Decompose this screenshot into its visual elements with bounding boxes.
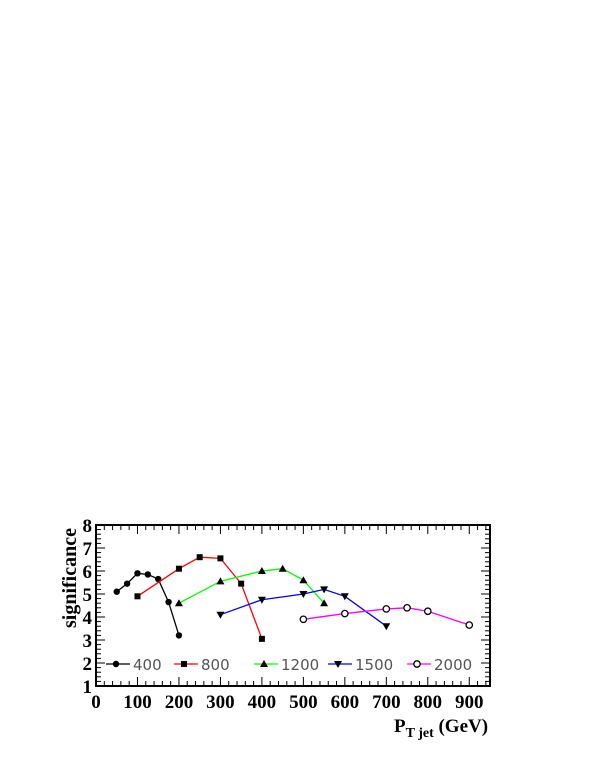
- y-tick-label: 7: [83, 539, 93, 560]
- x-tick-label: 300: [206, 692, 235, 713]
- x-axis-label-unit: (GeV): [434, 716, 488, 737]
- x-tick-label: 400: [248, 692, 277, 713]
- data-point-400: [113, 588, 120, 595]
- x-axis-label: PT jet (GeV): [394, 716, 488, 741]
- data-point-2000: [340, 609, 349, 618]
- series-line-800: [137, 556, 263, 640]
- y-tick-label: 4: [83, 608, 93, 629]
- series-line-1200: [178, 568, 325, 604]
- y-tick-label: 3: [83, 631, 93, 652]
- data-point-1200: [216, 577, 225, 585]
- data-point-1500: [257, 596, 266, 604]
- legend-item-800: 800: [174, 656, 230, 674]
- y-tick-label: 2: [83, 654, 93, 675]
- data-point-1500: [340, 593, 349, 601]
- series-400: [113, 570, 183, 639]
- series-2000: [299, 603, 474, 629]
- data-point-1500: [320, 586, 329, 594]
- data-point-1200: [320, 599, 329, 607]
- legend-label: 1200: [281, 656, 319, 674]
- x-axis-label-main: P: [394, 716, 406, 737]
- data-point-2000: [299, 615, 308, 624]
- y-tick-label: 8: [83, 516, 93, 537]
- legend-marker: [112, 660, 120, 668]
- data-point-400: [175, 632, 183, 639]
- series-line-2000: [303, 607, 470, 626]
- legend-label: 1500: [355, 656, 393, 674]
- y-tick-label: 1: [83, 677, 93, 698]
- legend: 400 800 1200 1500 2000: [106, 656, 472, 674]
- data-point-800: [134, 593, 141, 600]
- legend-item-400: 400: [106, 656, 162, 674]
- x-tick-label: 200: [165, 692, 194, 713]
- data-point-800: [217, 555, 224, 562]
- data-point-1500: [382, 623, 391, 631]
- plot-frame: [95, 524, 491, 687]
- y-tick-label: 6: [83, 562, 93, 583]
- legend-label: 2000: [434, 656, 472, 674]
- x-tick-label: 500: [289, 692, 318, 713]
- data-point-2000: [465, 621, 474, 629]
- data-point-400: [134, 570, 141, 577]
- legend-marker: [334, 661, 342, 668]
- legend-item-1500: 1500: [328, 656, 393, 674]
- data-point-2000: [403, 603, 411, 612]
- data-point-800: [238, 580, 245, 587]
- legend-marker: [260, 660, 268, 667]
- series-group: [113, 554, 474, 642]
- data-point-400: [155, 575, 162, 583]
- y-tick-label: 5: [83, 585, 93, 606]
- legend-label: 800: [201, 656, 230, 674]
- x-tick-label: 700: [372, 692, 401, 713]
- x-tick-label: 800: [414, 692, 443, 713]
- data-point-400: [144, 571, 152, 578]
- legend-item-1200: 1200: [254, 656, 319, 674]
- y-axis-label: significance: [59, 528, 81, 628]
- series-1500: [216, 586, 391, 631]
- legend-marker: [413, 660, 421, 668]
- plot-border: [95, 524, 491, 687]
- data-point-1200: [299, 576, 308, 584]
- series-800: [134, 554, 265, 642]
- legend-item-2000: 2000: [407, 656, 472, 674]
- data-point-400: [165, 598, 172, 606]
- data-point-800: [175, 565, 182, 572]
- data-point-1200: [257, 567, 266, 574]
- legend-marker: [181, 661, 187, 667]
- data-point-2000: [423, 607, 432, 616]
- data-point-800: [196, 554, 203, 561]
- x-tick-label: 900: [455, 692, 484, 713]
- x-tick-label: 100: [123, 692, 152, 713]
- legend-label: 400: [133, 656, 162, 674]
- data-point-800: [258, 635, 265, 642]
- data-point-1200: [174, 599, 183, 607]
- data-point-2000: [382, 605, 391, 613]
- data-point-400: [123, 580, 131, 587]
- x-tick-label: 600: [331, 692, 360, 713]
- x-tick-label: 0: [91, 692, 101, 713]
- series-line-1500: [220, 588, 387, 627]
- data-point-1500: [216, 611, 225, 619]
- data-point-1500: [299, 591, 308, 598]
- data-point-1200: [278, 564, 287, 572]
- x-axis-label-sub: T jet: [406, 726, 434, 741]
- series-1200: [174, 564, 329, 607]
